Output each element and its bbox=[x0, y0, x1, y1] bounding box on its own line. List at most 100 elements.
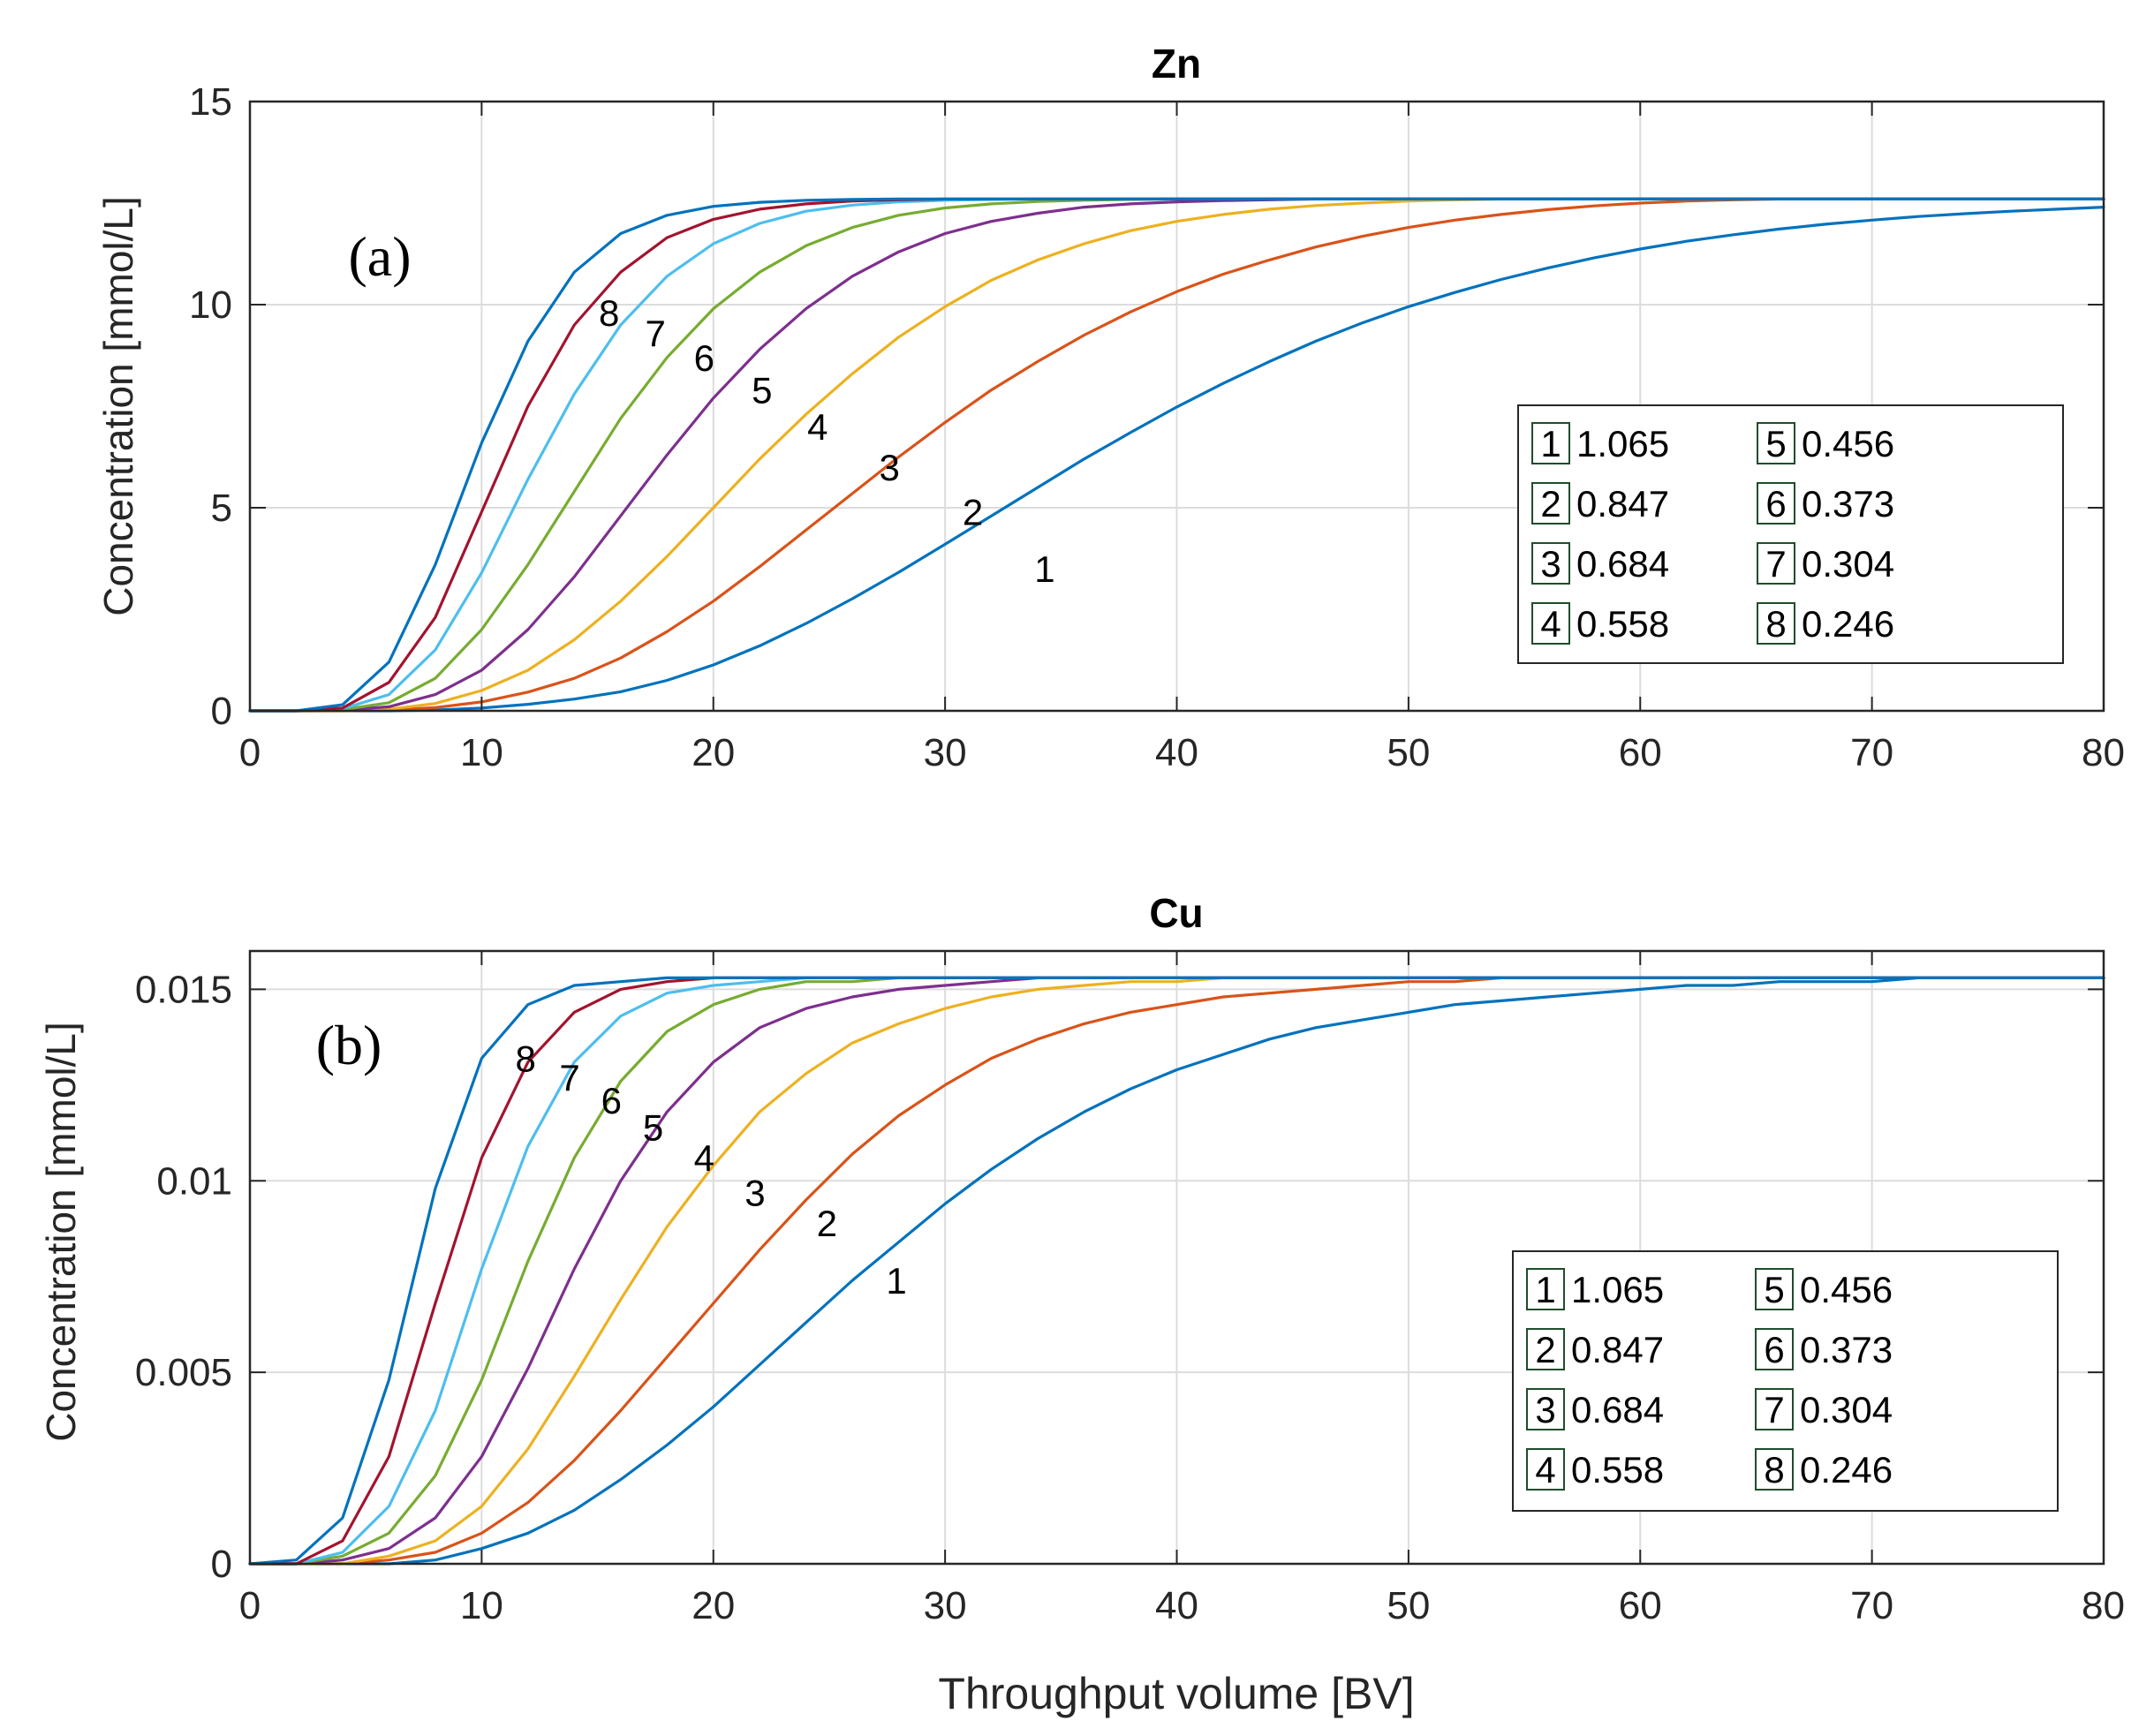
cu-x-tick-label: 70 bbox=[1850, 1584, 1893, 1627]
zn-legend-entry-5: 5 0.456 bbox=[1757, 422, 1894, 464]
zn-curve-label-4: 4 bbox=[807, 406, 828, 448]
zn-legend-value: 0.684 bbox=[1576, 543, 1669, 585]
zn-curve-label-6: 6 bbox=[694, 337, 714, 379]
zn-x-tick-label: 80 bbox=[2082, 731, 2125, 774]
cu-x-tick-label: 60 bbox=[1619, 1584, 1662, 1627]
zn-y-tick-label: 5 bbox=[211, 487, 232, 530]
x-axis-label: Throughput volume [BV] bbox=[938, 1669, 1414, 1718]
zn-legend: 1 1.065 2 0.847 3 0.684 4 0.558 5 0.456 6 0.373 7 0.3… bbox=[1517, 404, 2064, 664]
zn-x-tick-label: 60 bbox=[1619, 731, 1662, 774]
zn-y-tick-label: 0 bbox=[211, 690, 232, 733]
zn-x-tick-label: 0 bbox=[239, 731, 261, 774]
zn-legend-number-box bbox=[1757, 602, 1795, 645]
zn-legend-value: 0.246 bbox=[1802, 603, 1894, 645]
zn-curve-label-5: 5 bbox=[752, 370, 772, 411]
zn-legend-entry-1: 1 1.065 bbox=[1531, 422, 1669, 464]
zn-x-tick-label: 20 bbox=[692, 731, 735, 774]
zn-curve-label-1: 1 bbox=[1034, 548, 1054, 590]
cu-y-tick-label: 0 bbox=[211, 1543, 232, 1586]
cu-legend: 1 1.065 2 0.847 3 0.684 4 0.558 5 0.456 6 0.373 7 0.3… bbox=[1512, 1250, 2059, 1512]
zn-legend-entry-6: 6 0.373 bbox=[1757, 482, 1894, 525]
cu-legend-value: 0.684 bbox=[1571, 1389, 1664, 1430]
cu-legend-number-box bbox=[1526, 1448, 1565, 1491]
zn-legend-value: 0.304 bbox=[1802, 543, 1894, 585]
zn-y-tick-label: 10 bbox=[189, 283, 232, 327]
zn-legend-value: 0.373 bbox=[1802, 483, 1894, 525]
cu-legend-entry-7: 7 0.304 bbox=[1755, 1388, 1893, 1430]
cu-panel-label: (b) bbox=[316, 1014, 382, 1076]
zn-legend-number: 1 bbox=[1540, 423, 1561, 464]
zn-panel-label: (a) bbox=[348, 225, 411, 288]
cu-y-tick-label: 0.015 bbox=[135, 968, 232, 1011]
zn-legend-number-box bbox=[1531, 482, 1570, 525]
zn-legend-number-box bbox=[1757, 422, 1795, 464]
cu-legend-number-box bbox=[1755, 1328, 1794, 1370]
cu-legend-number: 6 bbox=[1764, 1329, 1784, 1370]
cu-legend-number: 1 bbox=[1535, 1269, 1555, 1310]
cu-legend-value: 0.456 bbox=[1800, 1269, 1893, 1310]
cu-curve-label-8: 8 bbox=[516, 1038, 536, 1079]
cu-legend-number: 7 bbox=[1764, 1389, 1784, 1430]
cu-series bbox=[248, 976, 2105, 1566]
cu-legend-number-box bbox=[1526, 1328, 1565, 1370]
zn-legend-number: 6 bbox=[1765, 483, 1786, 525]
cu-x-tick-label: 20 bbox=[692, 1584, 735, 1627]
zn-legend-value: 0.847 bbox=[1576, 483, 1669, 525]
cu-curve-label-3: 3 bbox=[744, 1172, 765, 1213]
zn-x-tick-label: 70 bbox=[1850, 731, 1893, 774]
cu-curve-label-5: 5 bbox=[643, 1107, 663, 1149]
cu-legend-number-box bbox=[1755, 1388, 1794, 1430]
cu-x-tick-label: 0 bbox=[239, 1584, 261, 1627]
zn-y-axis-label: Concentration [mmol/L] bbox=[95, 196, 141, 616]
zn-x-tick-label: 40 bbox=[1155, 731, 1198, 774]
cu-legend-value: 0.373 bbox=[1800, 1329, 1893, 1370]
zn-legend-number: 5 bbox=[1765, 423, 1786, 464]
cu-legend-value: 0.304 bbox=[1800, 1389, 1893, 1430]
cu-legend-number-box bbox=[1526, 1268, 1565, 1310]
zn-legend-value: 1.065 bbox=[1576, 423, 1669, 464]
cu-curve-label-2: 2 bbox=[817, 1203, 837, 1244]
zn-legend-number: 2 bbox=[1540, 483, 1561, 525]
cu-legend-number: 4 bbox=[1535, 1449, 1555, 1491]
cu-ticks: 0 10 20 30 40 50 60 70 80 0 0.005 0.01 0.015 bbox=[135, 951, 2125, 1627]
cu-legend-entry-6: 6 0.373 bbox=[1755, 1328, 1893, 1370]
cu-x-tick-label: 50 bbox=[1387, 1584, 1430, 1627]
cu-y-axis-label: Concentration [mmol/L] bbox=[38, 1022, 84, 1442]
cu-y-tick-label: 0.01 bbox=[156, 1159, 232, 1203]
cu-legend-number: 2 bbox=[1535, 1329, 1555, 1370]
zn-legend-number-box bbox=[1757, 542, 1795, 585]
zn-legend-number: 4 bbox=[1540, 603, 1561, 645]
cu-curve-label-6: 6 bbox=[601, 1080, 622, 1121]
zn-legend-number: 8 bbox=[1765, 603, 1786, 645]
cu-legend-entry-3: 3 0.684 bbox=[1526, 1388, 1664, 1430]
cu-curve-label-4: 4 bbox=[694, 1137, 714, 1179]
cu-legend-number: 8 bbox=[1764, 1449, 1784, 1491]
cu-x-tick-label: 80 bbox=[2082, 1584, 2125, 1627]
cu-legend-entry-8: 8 0.246 bbox=[1755, 1448, 1893, 1491]
cu-legend-value: 0.558 bbox=[1571, 1449, 1664, 1491]
cu-x-tick-label: 30 bbox=[924, 1584, 967, 1627]
cu-series-line-1 bbox=[248, 976, 2105, 1566]
zn-legend-number-box bbox=[1757, 482, 1795, 525]
zn-legend-entry-2: 2 0.847 bbox=[1531, 482, 1669, 525]
zn-x-tick-label: 30 bbox=[924, 731, 967, 774]
cu-curve-label-7: 7 bbox=[559, 1057, 579, 1098]
zn-curve-label-7: 7 bbox=[645, 313, 665, 354]
zn-legend-number-box bbox=[1531, 542, 1570, 585]
zn-legend-value: 0.456 bbox=[1802, 423, 1894, 464]
cu-legend-number-box bbox=[1526, 1388, 1565, 1430]
cu-legend-entry-5: 5 0.456 bbox=[1755, 1268, 1893, 1310]
zn-series-line-8 bbox=[248, 197, 2105, 713]
zn-x-tick-label: 50 bbox=[1387, 731, 1430, 774]
zn-legend-entry-3: 3 0.684 bbox=[1531, 542, 1669, 585]
zn-x-tick-label: 10 bbox=[460, 731, 503, 774]
cu-x-tick-label: 10 bbox=[460, 1584, 503, 1627]
cu-curve-label-1: 1 bbox=[886, 1260, 906, 1302]
cu-legend-value: 1.065 bbox=[1571, 1269, 1664, 1310]
cu-legend-value: 0.847 bbox=[1571, 1329, 1664, 1370]
cu-chart-title: Cu bbox=[1149, 890, 1203, 936]
cu-legend-number-box bbox=[1755, 1448, 1794, 1491]
